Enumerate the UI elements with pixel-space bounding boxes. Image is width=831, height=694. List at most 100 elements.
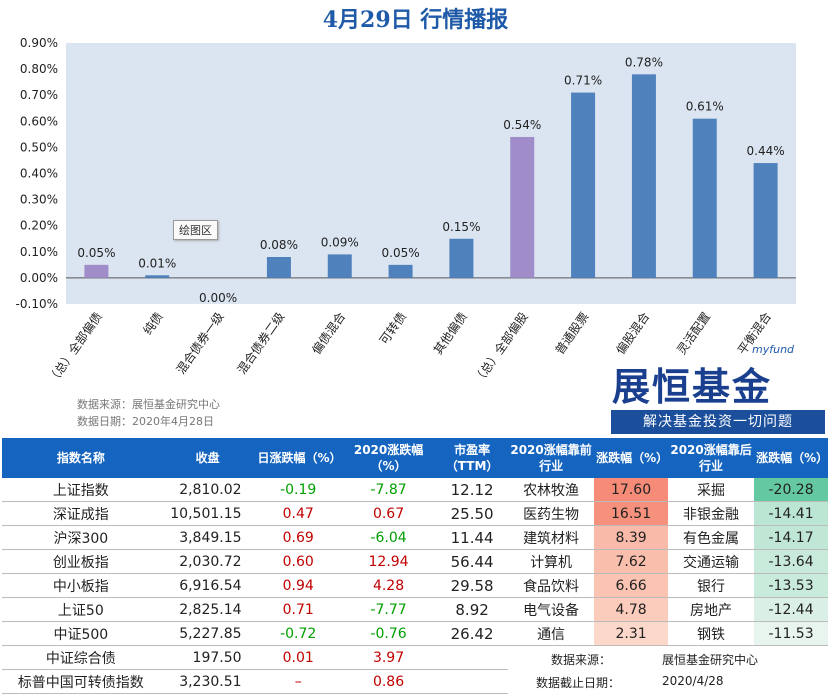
bar — [389, 265, 413, 278]
y-tick-label: 0.90% — [20, 36, 58, 50]
header-ytd-change: 2020涨跌幅（%） — [341, 438, 436, 478]
bar — [571, 93, 595, 278]
bar — [754, 163, 778, 278]
ytd-change-cell: 0.67 — [341, 502, 436, 526]
y-tick-label: 0.80% — [20, 62, 58, 76]
day-change-cell: 0.60 — [256, 550, 341, 574]
header-pe: 市盈率（TTM） — [436, 438, 508, 478]
table-date-label: 数据截止日期： — [536, 674, 620, 691]
data-label: 0.05% — [382, 246, 420, 260]
ytd-change-cell: -0.76 — [341, 622, 436, 646]
bottom-change-cell: -12.44 — [754, 598, 828, 622]
bar — [449, 239, 473, 278]
day-change-cell: 0.69 — [256, 526, 341, 550]
bar — [693, 119, 717, 278]
close-cell: 10,501.15 — [160, 502, 256, 526]
day-change-cell: – — [256, 670, 341, 694]
bottom-industry-cell: 钢铁 — [668, 622, 754, 646]
y-tick-label: 0.60% — [20, 114, 58, 128]
top-change-cell: 2.31 — [594, 622, 668, 646]
data-label: 0.78% — [625, 55, 663, 69]
table-date-value: 2020/4/28 — [662, 674, 724, 688]
page-title: 4月29日 行情播报 — [0, 2, 831, 34]
pe-cell: 12.12 — [436, 478, 508, 502]
day-change-cell: 0.47 — [256, 502, 341, 526]
bottom-industry-cell: 交通运输 — [668, 550, 754, 574]
table-source-label: 数据来源： — [551, 651, 611, 668]
close-cell: 2,810.02 — [160, 478, 256, 502]
top-industry-cell: 电气设备 — [508, 598, 594, 622]
x-tick-label: 纯债 — [140, 310, 165, 338]
ytd-change-cell: -7.87 — [341, 478, 436, 502]
top-industry-cell: 食品饮料 — [508, 574, 594, 598]
bottom-industry-cell: 采掘 — [668, 478, 754, 502]
top-change-cell: 8.39 — [594, 526, 668, 550]
pe-cell: 26.42 — [436, 622, 508, 646]
day-change-cell: 0.01 — [256, 646, 341, 670]
y-tick-label: 0.50% — [20, 140, 58, 154]
header-top-industry: 2020涨幅靠前行业 — [508, 438, 594, 478]
index-name-cell: 深证成指 — [2, 502, 160, 526]
bar — [510, 137, 534, 278]
data-label: 0.01% — [138, 256, 176, 270]
ytd-change-cell: -6.04 — [341, 526, 436, 550]
index-name-cell: 中小板指 — [2, 574, 160, 598]
close-cell: 197.50 — [160, 646, 256, 670]
index-name-cell: 上证指数 — [2, 478, 160, 502]
top-industry-cell: 通信 — [508, 622, 594, 646]
ytd-change-cell: 3.97 — [341, 646, 436, 670]
bar — [632, 74, 656, 278]
ytd-change-cell: 12.94 — [341, 550, 436, 574]
bar — [328, 254, 352, 277]
index-name-cell: 中证500 — [2, 622, 160, 646]
index-name-cell: 创业板指 — [2, 550, 160, 574]
close-cell: 3,230.51 — [160, 670, 256, 694]
index-name-cell: 上证50 — [2, 598, 160, 622]
index-name-cell: 沪深300 — [2, 526, 160, 550]
x-tick-label: 其他偏债 — [430, 309, 470, 357]
data-label: 0.08% — [260, 238, 298, 252]
close-cell: 2,825.14 — [160, 598, 256, 622]
x-tick-label: （总）全部偏债 — [44, 309, 104, 386]
pe-cell — [436, 646, 508, 670]
data-label: 0.09% — [321, 235, 359, 249]
x-tick-label: 偏股混合 — [613, 309, 653, 357]
chart-source: 数据来源：展恒基金研究中心 — [77, 396, 220, 412]
bottom-industry-cell: 银行 — [668, 574, 754, 598]
x-tick-label: 偏债混合 — [308, 309, 348, 357]
pe-cell: 25.50 — [436, 502, 508, 526]
logo-slogan: 解决基金投资一切问题 — [611, 410, 825, 434]
pe-cell: 11.44 — [436, 526, 508, 550]
day-change-cell: -0.19 — [256, 478, 341, 502]
bottom-change-cell: -14.17 — [754, 526, 828, 550]
bottom-change-cell: -13.53 — [754, 574, 828, 598]
header-top-change: 涨跌幅（%） — [594, 438, 668, 478]
data-label: 0.71% — [564, 74, 602, 88]
table-source-value: 展恒基金研究中心 — [662, 651, 758, 668]
ytd-change-cell: -7.77 — [341, 598, 436, 622]
y-tick-label: 0.10% — [20, 245, 58, 259]
header-day-change: 日涨跌幅（%） — [256, 438, 341, 478]
index-table: 指数名称 收盘 日涨跌幅（%） 2020涨跌幅（%） 市盈率（TTM） 上证指数… — [2, 438, 508, 694]
data-label: 0.61% — [686, 100, 724, 114]
y-tick-label: 0.00% — [20, 271, 58, 285]
bottom-change-cell: -13.64 — [754, 550, 828, 574]
index-name-cell: 中证综合债 — [2, 646, 160, 670]
header-close: 收盘 — [160, 438, 256, 478]
x-tick-label: 混合债券二级 — [234, 309, 288, 377]
header-bottom-change: 涨跌幅（%） — [754, 438, 828, 478]
header-index-name: 指数名称 — [2, 438, 160, 478]
x-tick-label: 可转债 — [376, 309, 409, 347]
data-label: 0.15% — [442, 220, 480, 234]
day-change-cell: 0.71 — [256, 598, 341, 622]
index-name-cell: 标普中国可转债指数 — [2, 670, 160, 694]
